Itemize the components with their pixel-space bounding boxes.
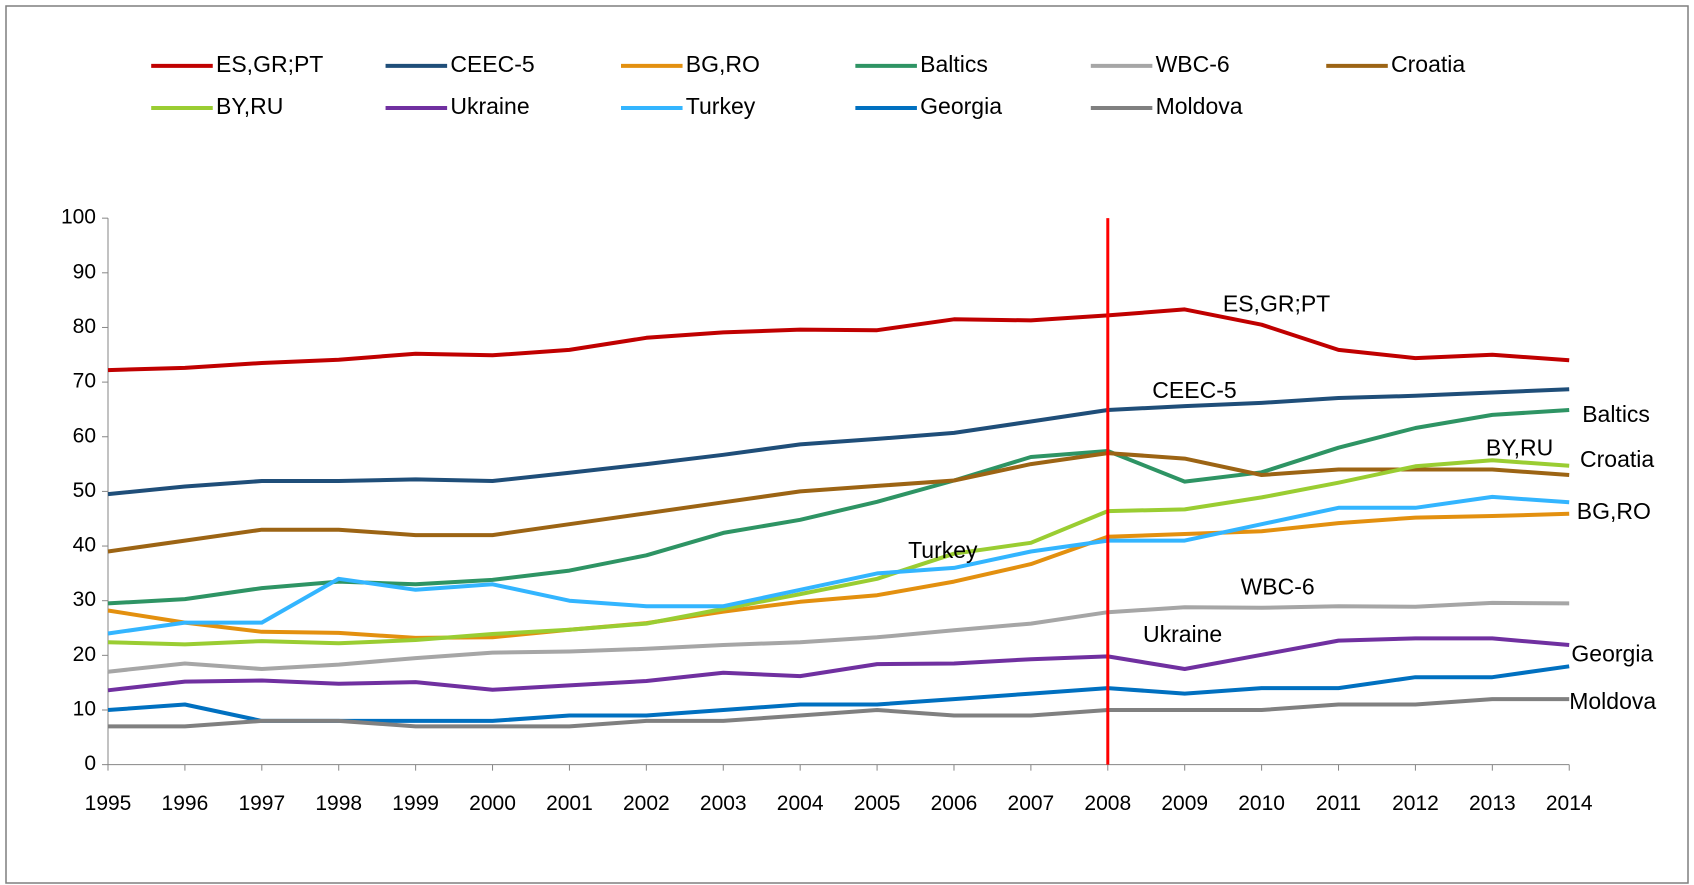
x-tick-label: 2014 bbox=[1546, 792, 1593, 815]
annotation: BY,RU bbox=[1486, 434, 1553, 460]
x-tick-label: 2004 bbox=[777, 792, 824, 815]
y-tick-label: 70 bbox=[73, 370, 96, 393]
legend-label: BG,RO bbox=[686, 51, 760, 77]
y-tick-label: 50 bbox=[73, 479, 96, 502]
x-tick-label: 1999 bbox=[392, 792, 439, 815]
y-tick-label: 90 bbox=[73, 260, 96, 283]
x-tick-label: 2007 bbox=[1008, 792, 1055, 815]
annotation: Croatia bbox=[1580, 446, 1654, 472]
legend-label: Georgia bbox=[920, 93, 1002, 119]
annotation: WBC-6 bbox=[1241, 574, 1315, 600]
x-tick-label: 2013 bbox=[1469, 792, 1516, 815]
series-line bbox=[107, 600, 1570, 674]
series-line bbox=[107, 494, 1570, 636]
legend-label: Turkey bbox=[686, 93, 756, 119]
legend-label: ES,GR;PT bbox=[216, 51, 323, 77]
series-line bbox=[107, 458, 1570, 647]
x-tick-label: 2005 bbox=[854, 792, 901, 815]
legend-label: CEEC-5 bbox=[450, 51, 534, 77]
series-line bbox=[107, 511, 1570, 640]
legend-label: WBC-6 bbox=[1156, 51, 1230, 77]
y-tick-label: 0 bbox=[84, 752, 96, 775]
x-tick-label: 2006 bbox=[931, 792, 978, 815]
y-tick-label: 20 bbox=[73, 643, 96, 666]
x-tick-label: 2000 bbox=[469, 792, 516, 815]
annotation: Ukraine bbox=[1143, 621, 1222, 647]
series-line bbox=[107, 387, 1570, 497]
y-tick-label: 60 bbox=[73, 424, 96, 447]
x-tick-label: 2012 bbox=[1392, 792, 1439, 815]
series-line bbox=[107, 307, 1570, 373]
annotation: Moldova bbox=[1569, 688, 1656, 714]
x-tick-label: 2003 bbox=[700, 792, 747, 815]
x-tick-label: 2010 bbox=[1238, 792, 1285, 815]
x-tick-label: 1998 bbox=[315, 792, 362, 815]
legend-label: BY,RU bbox=[216, 93, 283, 119]
x-tick-label: 2002 bbox=[623, 792, 670, 815]
y-tick-label: 30 bbox=[73, 588, 96, 611]
x-tick-label: 2001 bbox=[546, 792, 593, 815]
y-tick-label: 40 bbox=[73, 534, 96, 557]
y-tick-label: 100 bbox=[61, 206, 96, 229]
legend-label: Croatia bbox=[1391, 51, 1465, 77]
annotation: CEEC-5 bbox=[1152, 377, 1236, 403]
annotation: BG,RO bbox=[1577, 498, 1651, 524]
annotation: Baltics bbox=[1582, 401, 1650, 427]
x-tick-label: 2011 bbox=[1316, 792, 1361, 815]
annotation: ES,GR;PT bbox=[1223, 291, 1330, 317]
x-tick-label: 2008 bbox=[1084, 792, 1131, 815]
legend-label: Moldova bbox=[1156, 93, 1243, 119]
x-tick-label: 2009 bbox=[1161, 792, 1208, 815]
annotation: Turkey bbox=[908, 537, 978, 563]
series-line bbox=[107, 451, 1570, 554]
legend-label: Ukraine bbox=[450, 93, 529, 119]
series-line bbox=[108, 697, 1570, 729]
annotation: Georgia bbox=[1571, 641, 1653, 667]
x-tick-label: 1995 bbox=[85, 792, 132, 815]
x-tick-label: 1996 bbox=[162, 792, 209, 815]
x-tick-label: 1997 bbox=[238, 792, 285, 815]
legend-label: Baltics bbox=[920, 51, 988, 77]
series-line bbox=[107, 636, 1570, 693]
y-tick-label: 10 bbox=[73, 698, 96, 721]
chart-frame bbox=[5, 5, 1689, 884]
y-tick-label: 80 bbox=[73, 315, 96, 338]
